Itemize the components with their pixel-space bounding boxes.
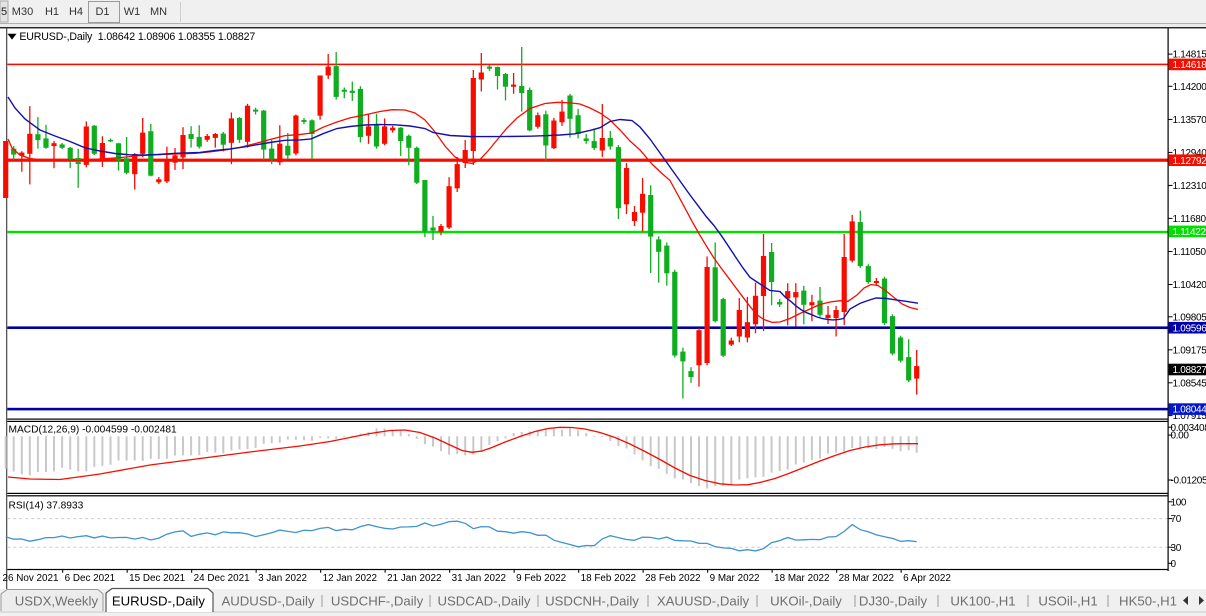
svg-text:1.12792: 1.12792	[1173, 156, 1206, 167]
svg-text:1.11680: 1.11680	[1173, 214, 1206, 225]
svg-text:USDCAD-,Daily: USDCAD-,Daily	[437, 594, 530, 609]
svg-text:EURUSD-,Daily 1.08642 1.08906: EURUSD-,Daily 1.08642 1.08906 1.08355 1.…	[19, 31, 255, 43]
svg-text:24 Dec 2021: 24 Dec 2021	[194, 573, 251, 584]
svg-text:HK50-,H1: HK50-,H1	[1119, 594, 1177, 609]
svg-text:12 Jan 2022: 12 Jan 2022	[323, 573, 377, 584]
svg-text:|: |	[646, 594, 649, 608]
svg-text:1.09805: 1.09805	[1173, 312, 1206, 323]
svg-text:1.08044: 1.08044	[1173, 405, 1206, 416]
svg-text:30: 30	[1171, 543, 1182, 554]
svg-text:M30: M30	[12, 6, 33, 18]
svg-text:28 Feb 2022: 28 Feb 2022	[645, 573, 700, 584]
svg-text:1.07915: 1.07915	[1173, 411, 1206, 422]
svg-text:|: |	[428, 594, 431, 608]
svg-text:18 Mar 2022: 18 Mar 2022	[774, 573, 829, 584]
svg-text:28 Mar 2022: 28 Mar 2022	[839, 573, 894, 584]
svg-text:USOil-,H1: USOil-,H1	[1038, 594, 1097, 609]
svg-text:5: 5	[1, 6, 7, 18]
svg-text:|: |	[936, 594, 939, 608]
svg-text:0: 0	[1171, 559, 1177, 570]
svg-text:|: |	[536, 594, 539, 608]
svg-text:0.00: 0.00	[1171, 431, 1190, 442]
svg-text:|: |	[853, 594, 856, 608]
svg-text:1.12310: 1.12310	[1173, 181, 1206, 192]
svg-text:UKOil-,Daily: UKOil-,Daily	[770, 594, 842, 609]
svg-text:31 Jan 2022: 31 Jan 2022	[452, 573, 506, 584]
svg-text:-0.01205: -0.01205	[1171, 476, 1206, 487]
svg-text:1.10420: 1.10420	[1173, 280, 1206, 291]
svg-text:1.11050: 1.11050	[1173, 247, 1206, 258]
svg-text:RSI(14) 37.8933: RSI(14) 37.8933	[9, 501, 84, 512]
svg-text:1.12940: 1.12940	[1173, 148, 1206, 159]
svg-text:D1: D1	[95, 6, 109, 18]
svg-text:9 Mar 2022: 9 Mar 2022	[710, 573, 760, 584]
svg-text:9 Feb 2022: 9 Feb 2022	[516, 573, 566, 584]
svg-text:MACD(12,26,9) -0.004599 -0.002: MACD(12,26,9) -0.004599 -0.002481	[9, 425, 178, 436]
svg-text:1.14618: 1.14618	[1173, 60, 1206, 71]
svg-text:|: |	[1106, 594, 1109, 608]
svg-text:1.08545: 1.08545	[1173, 378, 1206, 389]
svg-text:1.14200: 1.14200	[1173, 82, 1206, 93]
svg-text:DJ30-,Daily: DJ30-,Daily	[859, 594, 928, 609]
svg-text:|: |	[1026, 594, 1029, 608]
svg-text:XAUUSD-,Daily: XAUUSD-,Daily	[657, 594, 750, 609]
svg-text:H4: H4	[69, 6, 83, 18]
svg-text:0.003408: 0.003408	[1171, 423, 1206, 434]
svg-text:6 Apr 2022: 6 Apr 2022	[903, 573, 951, 584]
svg-text:USDCHF-,Daily: USDCHF-,Daily	[331, 594, 424, 609]
svg-text:MN: MN	[150, 6, 167, 18]
svg-text:15 Dec 2021: 15 Dec 2021	[129, 573, 186, 584]
svg-text:USDX,Weekly: USDX,Weekly	[15, 594, 99, 609]
svg-text:W1: W1	[124, 6, 141, 18]
svg-text:1.08827: 1.08827	[1173, 365, 1206, 376]
svg-text:21 Jan 2022: 21 Jan 2022	[387, 573, 441, 584]
svg-text:USDCNH-,Daily: USDCNH-,Daily	[545, 594, 639, 609]
svg-text:H1: H1	[45, 6, 59, 18]
svg-text:70: 70	[1171, 514, 1182, 525]
svg-text:6 Dec 2021: 6 Dec 2021	[65, 573, 116, 584]
svg-text:18 Feb 2022: 18 Feb 2022	[581, 573, 636, 584]
svg-text:|: |	[320, 594, 323, 608]
svg-text:3 Jan 2022: 3 Jan 2022	[258, 573, 307, 584]
svg-text:1.13570: 1.13570	[1173, 115, 1206, 126]
svg-text:1.14815: 1.14815	[1173, 50, 1206, 61]
svg-text:1.09596: 1.09596	[1173, 323, 1206, 334]
svg-text:1.09175: 1.09175	[1173, 345, 1206, 356]
svg-text:26 Nov 2021: 26 Nov 2021	[3, 573, 60, 584]
svg-text:EURUSD-,Daily: EURUSD-,Daily	[112, 594, 205, 609]
svg-text:1.11422: 1.11422	[1173, 227, 1206, 238]
svg-text:UK100-,H1: UK100-,H1	[950, 594, 1015, 609]
svg-text:|: |	[755, 594, 758, 608]
svg-text:100: 100	[1171, 497, 1187, 508]
svg-text:AUDUSD-,Daily: AUDUSD-,Daily	[221, 594, 314, 609]
